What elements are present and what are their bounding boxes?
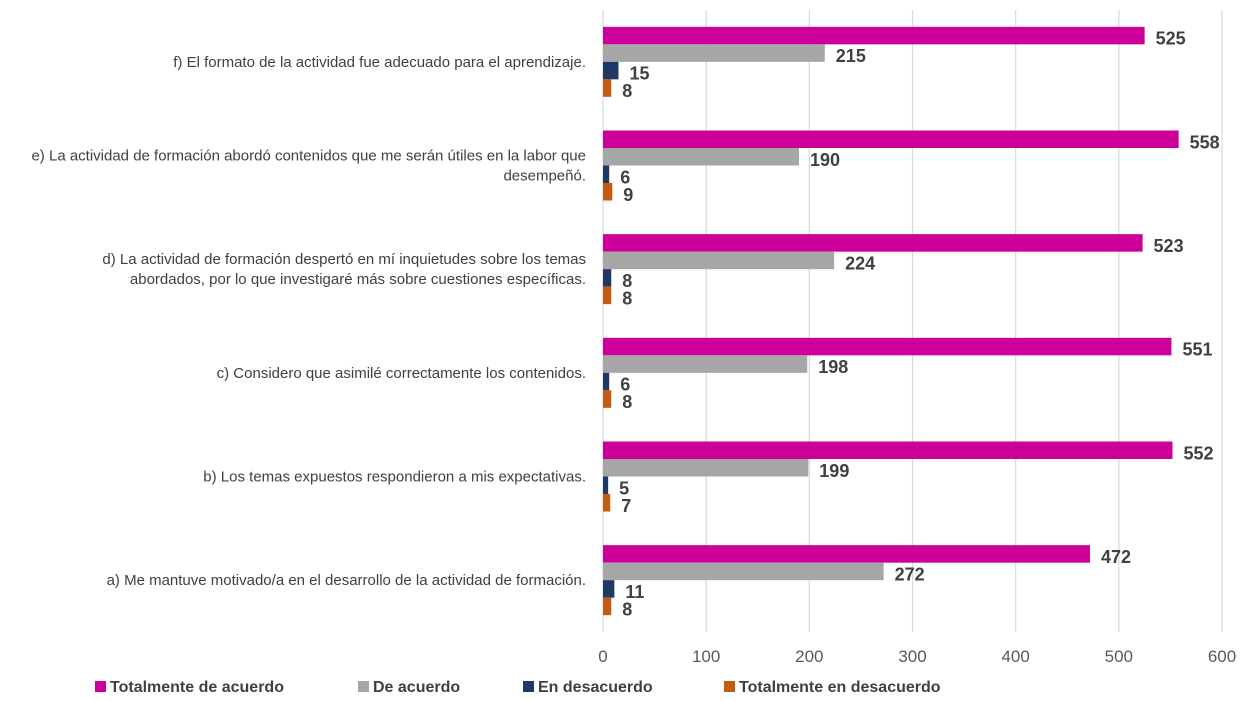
data-label: 552 [1183, 443, 1213, 463]
bar [603, 372, 610, 391]
bar [603, 580, 615, 598]
category-label: b) Los temas expuestos respondieron a mi… [203, 469, 586, 486]
legend-swatch [523, 681, 534, 692]
x-tick-label: 600 [1208, 647, 1236, 666]
category-labels: a) Me mantuve motivado/a en el desarroll… [31, 54, 586, 589]
data-label: 215 [836, 46, 866, 66]
bars [603, 26, 1179, 616]
legend-label: De acuerdo [373, 679, 460, 696]
bar [603, 545, 1090, 563]
legend-swatch [358, 681, 369, 692]
data-label: 272 [895, 564, 925, 584]
legend-swatch [724, 681, 735, 692]
data-label: 523 [1154, 236, 1184, 256]
data-label: 8 [622, 288, 632, 308]
data-label: 15 [629, 64, 649, 84]
legend: Totalmente de acuerdo De acuerdo En desacu… [95, 679, 941, 696]
bar [603, 390, 612, 408]
x-tick-label: 500 [1105, 647, 1133, 666]
data-label: 8 [622, 271, 632, 291]
bar [603, 441, 1173, 459]
x-tick-label: 400 [1001, 647, 1029, 666]
bar [603, 26, 1145, 45]
data-label: 8 [622, 392, 632, 412]
data-label: 224 [845, 253, 875, 273]
data-label: 190 [810, 150, 840, 170]
data-label: 11 [625, 582, 644, 602]
x-axis-tick-labels: 0 100 200 300 400 500 600 [598, 647, 1236, 666]
bar [603, 337, 1172, 356]
bar [603, 459, 809, 477]
bar [603, 44, 825, 62]
bar [603, 286, 612, 305]
x-tick-label: 0 [598, 647, 607, 666]
data-label: 7 [621, 496, 631, 516]
bar [603, 251, 835, 270]
data-label: 6 [620, 375, 630, 395]
data-label: 8 [622, 599, 632, 619]
gridlines [602, 10, 1223, 632]
category-label: d) La actividad de formación despertó en… [102, 251, 586, 288]
category-label: f) El formato de la actividad fue adecua… [173, 54, 586, 71]
category-label: c) Considero que asimilé correctamente l… [217, 365, 586, 382]
data-label: 198 [818, 357, 848, 377]
data-labels: 4722721185521995755119868523224885581906… [619, 29, 1220, 620]
data-label: 199 [819, 461, 849, 481]
bar [603, 597, 612, 616]
category-label: a) Me mantuve motivado/a en el desarroll… [107, 572, 586, 589]
bar [603, 165, 610, 183]
bar [603, 61, 619, 80]
data-label: 9 [623, 185, 633, 205]
data-label: 558 [1190, 132, 1220, 152]
data-label: 472 [1101, 547, 1131, 567]
bar [603, 148, 800, 166]
data-label: 8 [622, 81, 632, 101]
bar [603, 355, 808, 373]
x-tick-label: 100 [692, 647, 720, 666]
category-label: e) La actividad de formación abordó cont… [31, 148, 586, 185]
bar [603, 183, 613, 201]
legend-label: Totalmente en desacuerdo [739, 679, 941, 696]
bar [603, 130, 1179, 148]
bar [603, 269, 612, 287]
bar [603, 494, 611, 512]
x-tick-label: 200 [795, 647, 823, 666]
legend-swatch [95, 681, 106, 692]
data-label: 551 [1182, 340, 1212, 360]
data-label: 6 [620, 167, 630, 187]
data-label: 5 [619, 478, 629, 498]
bar [603, 476, 609, 494]
data-label: 525 [1156, 29, 1186, 49]
legend-label: Totalmente de acuerdo [110, 679, 284, 696]
bar [603, 79, 612, 97]
bar [603, 562, 884, 581]
bar [603, 234, 1143, 252]
legend-label: En desacuerdo [538, 679, 653, 696]
x-tick-label: 300 [898, 647, 926, 666]
